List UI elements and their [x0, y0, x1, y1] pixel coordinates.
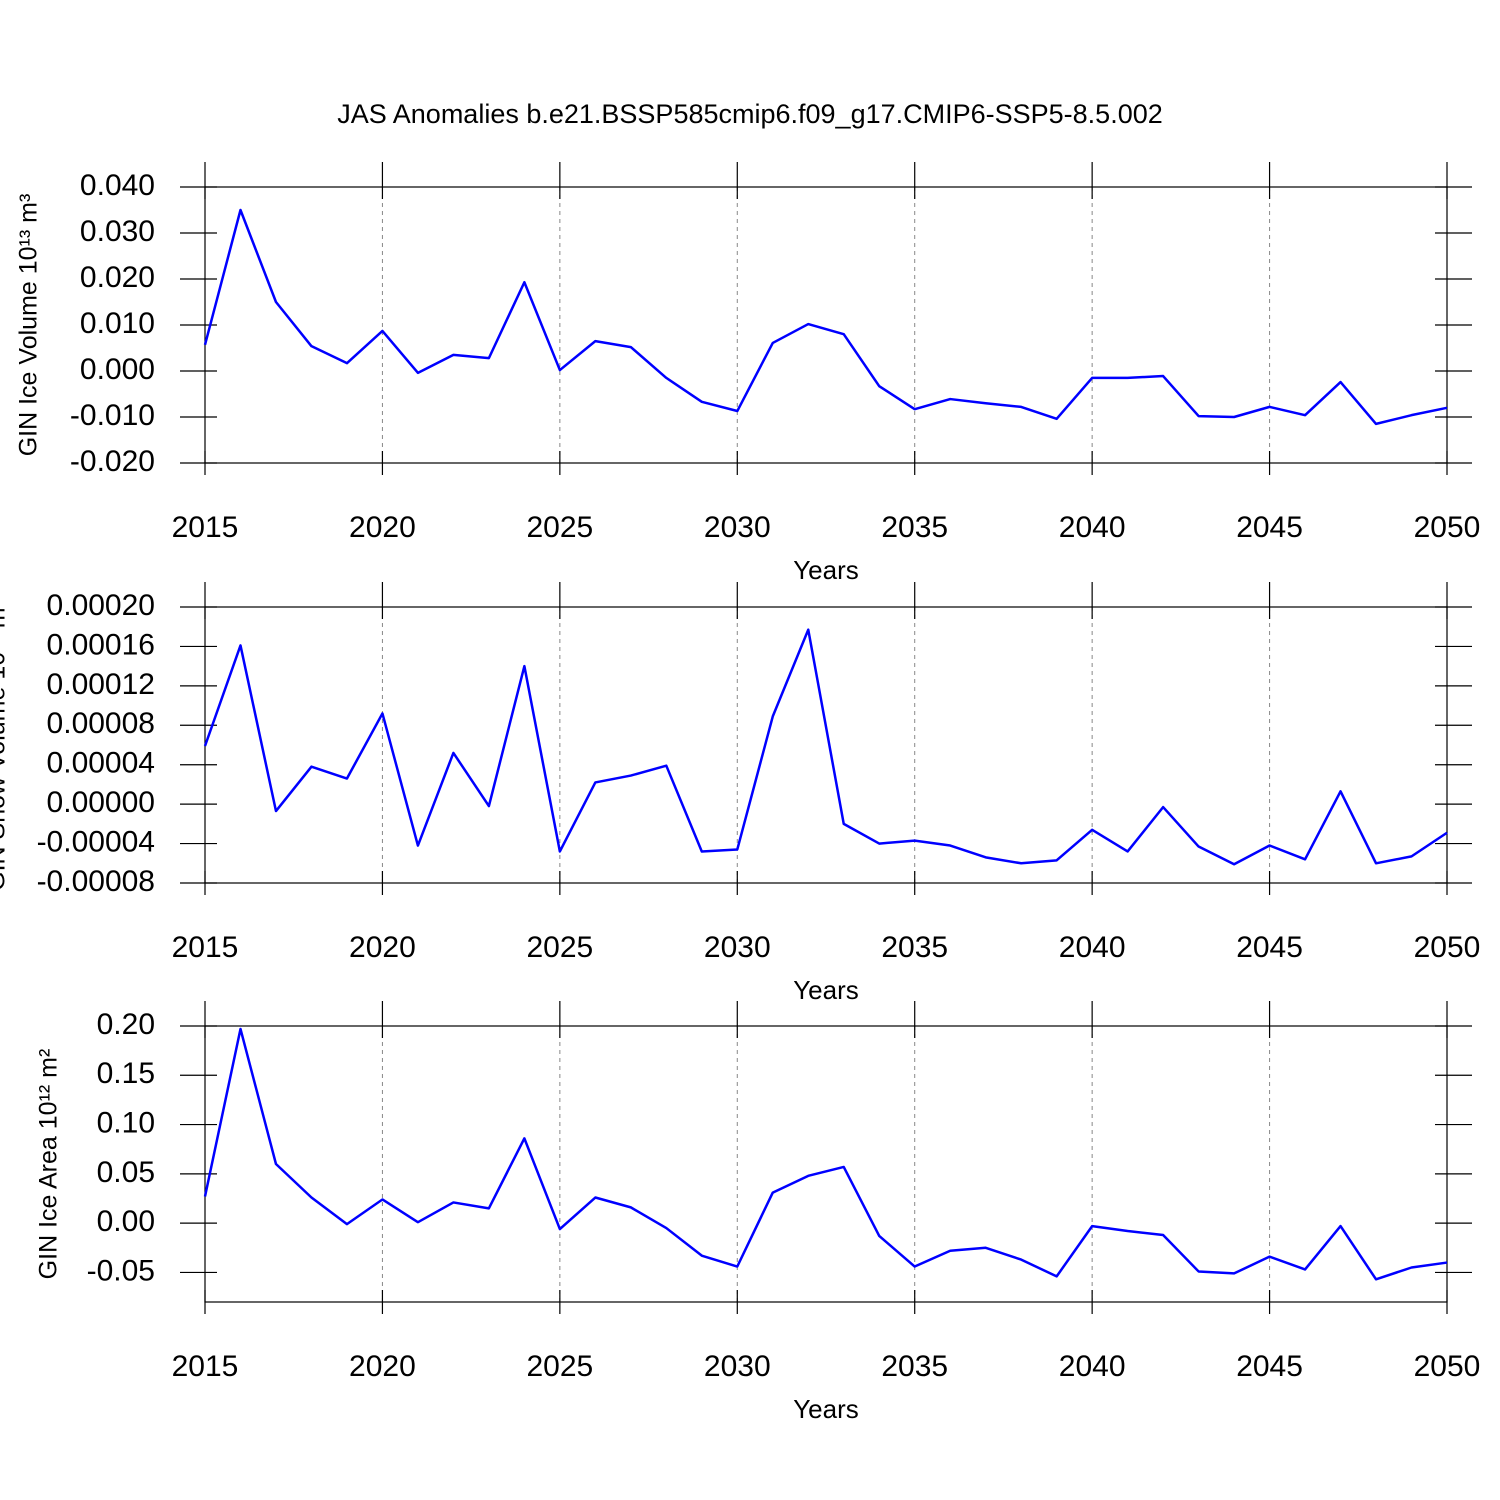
chart-title: JAS Anomalies b.e21.BSSP585cmip6.f09_g17… [337, 99, 1163, 129]
data-line [203, 1027, 1448, 1281]
y-tick-label: 0.00004 [47, 747, 155, 780]
y-axis-label: GIN Ice Area 10¹² m² [35, 1049, 63, 1280]
x-tick-label: 2050 [1414, 511, 1481, 544]
y-tick-label: -0.05 [87, 1254, 155, 1287]
y-tick-label: -0.010 [70, 399, 155, 432]
y-tick-label: -0.00008 [37, 865, 155, 898]
y-tick-label: 0.00020 [47, 589, 155, 622]
x-tick-label: 2045 [1236, 1350, 1303, 1383]
x-tick-label: 2040 [1059, 511, 1126, 544]
y-tick-label: -0.020 [70, 445, 155, 478]
x-tick-label: 2030 [704, 1350, 771, 1383]
x-tick-label: 2030 [704, 511, 771, 544]
x-tick-label: 2025 [526, 1350, 593, 1383]
x-tick-label: 2045 [1236, 511, 1303, 544]
y-axis-label: GIN Ice Volume 10¹³ m³ [15, 194, 43, 457]
y-tick-label: 0.020 [80, 261, 155, 294]
x-tick-label: 2025 [526, 511, 593, 544]
x-tick-label: 2035 [881, 1350, 948, 1383]
x-tick-label: 2035 [881, 511, 948, 544]
x-axis-label: Years [793, 555, 859, 585]
x-tick-label: 2030 [704, 931, 771, 964]
y-tick-label: 0.00016 [47, 628, 155, 661]
y-tick-label: 0.030 [80, 215, 155, 248]
data-line [203, 628, 1448, 866]
x-tick-label: 2045 [1236, 931, 1303, 964]
x-tick-label: 2050 [1414, 931, 1481, 964]
x-tick-label: 2015 [172, 1350, 239, 1383]
y-tick-label: 0.00000 [47, 786, 155, 819]
x-tick-label: 2035 [881, 931, 948, 964]
y-tick-label: 0.00008 [47, 707, 155, 740]
x-axis-label: Years [793, 1394, 859, 1424]
x-tick-label: 2015 [172, 511, 239, 544]
y-tick-label: 0.20 [97, 1008, 155, 1041]
x-tick-label: 2025 [526, 931, 593, 964]
x-tick-label: 2020 [349, 511, 416, 544]
x-tick-label: 2040 [1059, 1350, 1126, 1383]
x-tick-label: 2015 [172, 931, 239, 964]
y-tick-label: 0.000 [80, 353, 155, 386]
plot-frame [204, 1025, 1448, 1303]
plot-frame [204, 186, 1448, 464]
y-tick-label: 0.10 [97, 1106, 155, 1139]
x-tick-label: 2020 [349, 1350, 416, 1383]
y-tick-label: 0.040 [80, 169, 155, 202]
x-tick-label: 2050 [1414, 1350, 1481, 1383]
y-tick-label: 0.05 [97, 1156, 155, 1189]
y-axis-label: GIN Snow Volume 10¹³ m³ [0, 599, 11, 891]
data-line [203, 208, 1448, 426]
y-tick-label: 0.15 [97, 1057, 155, 1090]
y-tick-label: 0.00012 [47, 668, 155, 701]
y-tick-label: -0.00004 [37, 825, 155, 858]
x-axis-label: Years [793, 975, 859, 1005]
y-tick-label: 0.00 [97, 1205, 155, 1238]
x-tick-label: 2040 [1059, 931, 1126, 964]
x-tick-label: 2020 [349, 931, 416, 964]
y-tick-label: 0.010 [80, 307, 155, 340]
